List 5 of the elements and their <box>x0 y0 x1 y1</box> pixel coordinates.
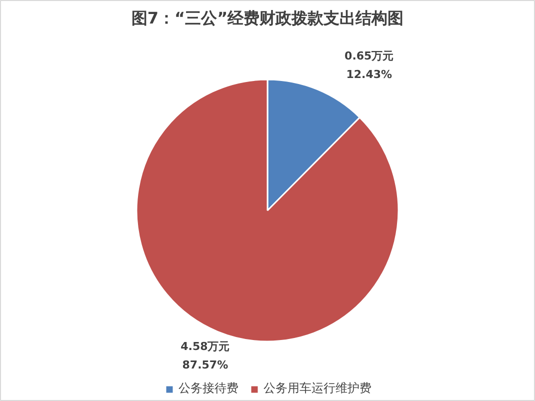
data-label: 0.65万元 12.43% <box>344 49 394 81</box>
legend-label: 公务用车运行维护费 <box>264 380 372 397</box>
chart-title: 图7：“三公”经费财政拨款支出结构图 <box>131 8 404 28</box>
data-label: 4.58万元 87.57% <box>180 340 230 372</box>
legend-label: 公务接待费 <box>178 380 238 397</box>
